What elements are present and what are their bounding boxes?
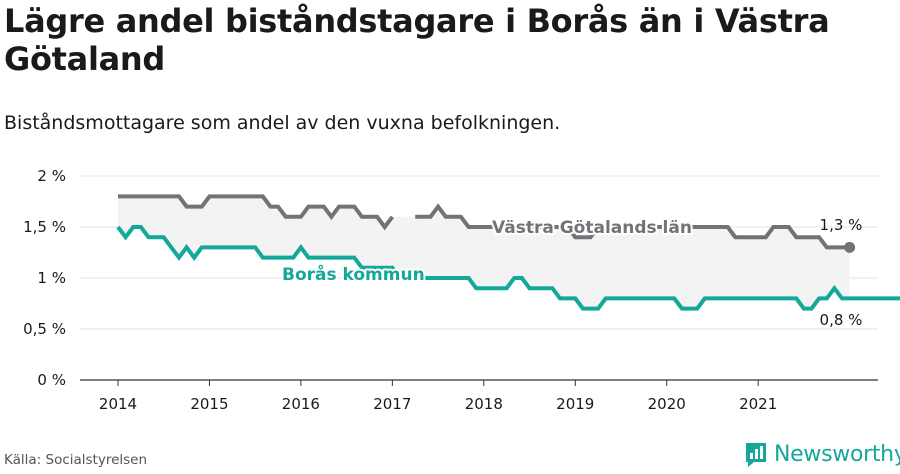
x-tick-label: 2019 [556,395,594,413]
x-tick-label: 2017 [373,395,411,413]
difference-band [118,196,850,309]
y-tick-label: 2 % [37,167,66,185]
series-end-point [844,241,856,253]
x-tick-label: 2016 [282,395,320,413]
chart-subtitle: Biståndsmottagare som andel av den vuxna… [4,112,561,134]
end-value-label-vastra-gotaland: 1,3 % [820,216,863,234]
brand-logo: Newsworthy [744,440,900,468]
y-tick-label: 0,5 % [23,320,66,338]
end-value-label-boras: 0,8 % [820,311,863,329]
x-tick-label: 2021 [739,395,777,413]
x-tick-label: 2018 [465,395,503,413]
x-tick-label: 2015 [190,395,228,413]
x-tick-label: 2020 [648,395,686,413]
series-label-boras: Borås kommun [282,263,425,285]
line-chart: 0 % 0,5 % 1 % 1,5 % 2 % 2014 2015 2016 2017 2018… [23,167,900,413]
x-tick-label: 2014 [99,395,137,413]
x-axis: 2014 2015 2016 2017 2018 2019 2020 2021 [80,379,878,413]
chart-title: Lägre andel biståndstagare i Borås än i … [4,2,830,78]
series-lines [116,194,900,311]
series-line-vastra-gotaland [118,194,850,250]
source-note: Källa: Socialstyrelsen [4,452,148,468]
series-line-boras [116,225,900,311]
series-label-vastra-gotaland: Västra Götalands län [492,218,692,238]
y-tick-label: 0 % [37,371,66,389]
y-tick-label: 1,5 % [23,218,66,236]
series-labels: Västra Götalands län Borås kommun 1,3 % 0,8… [280,216,863,329]
gap-band [118,196,850,309]
newsworthy-logo-icon [746,443,766,467]
y-tick-label: 1 % [37,269,66,287]
brand-name: Newsworthy [774,441,900,467]
